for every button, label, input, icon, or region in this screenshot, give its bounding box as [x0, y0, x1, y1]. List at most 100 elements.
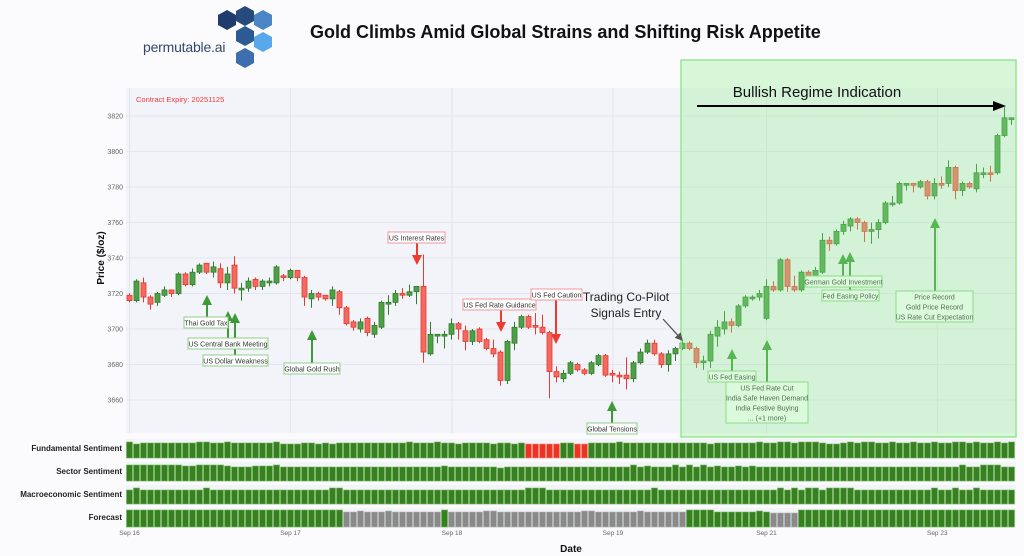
sentiment-bar-positive — [672, 464, 679, 482]
candle-body — [154, 293, 161, 303]
candle-up — [833, 229, 840, 246]
sentiment-bar-positive — [714, 442, 721, 459]
candle-body — [525, 316, 532, 328]
sentiment-bar-positive — [574, 466, 581, 482]
sentiment-bar-positive — [735, 465, 742, 482]
candle-up — [700, 355, 707, 370]
candle-body — [1001, 117, 1008, 136]
sentiment-bar-positive — [833, 443, 840, 459]
sentiment-bar-positive — [140, 489, 147, 505]
candle-down — [553, 366, 560, 383]
candle-body — [728, 321, 735, 326]
sentiment-bar-positive — [322, 509, 329, 528]
candle-down — [854, 217, 861, 230]
candle-down — [497, 350, 504, 386]
sentiment-bar-positive — [812, 487, 819, 505]
candle-body — [294, 270, 301, 278]
sentiment-bar-positive — [847, 466, 854, 482]
candle-body — [448, 323, 455, 335]
sentiment-bar-positive — [889, 466, 896, 482]
candle-body — [217, 268, 224, 284]
sentiment-bar-positive — [812, 441, 819, 459]
sentiment-bar-positive — [483, 466, 490, 482]
sentiment-bar-positive — [896, 509, 903, 528]
sentiment-bar-positive — [371, 489, 378, 505]
candle-down — [420, 254, 427, 363]
candle-body — [182, 273, 189, 286]
candle-down — [399, 288, 406, 299]
candle-body — [427, 333, 434, 355]
candle-body — [602, 355, 609, 376]
candle-up — [644, 339, 651, 354]
candle-body — [581, 369, 588, 374]
sentiment-bar-positive — [490, 466, 497, 482]
sentiment-bar-positive — [497, 442, 504, 459]
candle-body — [658, 353, 665, 365]
row-label-macroeconomic: Macroeconomic Sentiment — [20, 490, 122, 499]
candle-up — [749, 295, 756, 301]
sentiment-bar-positive — [182, 489, 189, 505]
candle-body — [700, 360, 707, 364]
sentiment-bar-neutral — [630, 511, 637, 528]
sentiment-bar-positive — [700, 489, 707, 505]
candle-body — [371, 325, 378, 335]
candle-down — [483, 337, 490, 351]
sentiment-bar-positive — [196, 509, 203, 528]
sentiment-bar-neutral — [539, 511, 546, 528]
sentiment-bar-positive — [812, 509, 819, 528]
sentiment-bar-positive — [994, 489, 1001, 505]
candle-body — [889, 202, 896, 206]
sentiment-bar-positive — [665, 489, 672, 505]
sentiment-bar-positive — [637, 489, 644, 505]
sentiment-bar-positive — [980, 464, 987, 482]
candle-down — [826, 236, 833, 251]
candle-body — [651, 342, 658, 355]
candle-body — [196, 264, 203, 273]
sentiment-bar-positive — [469, 442, 476, 459]
candle-down — [728, 318, 735, 333]
sentiment-bar-positive — [567, 466, 574, 482]
sentiment-bar-positive — [245, 509, 252, 528]
candle-down — [455, 321, 462, 340]
sentiment-bar-negative — [532, 443, 539, 459]
sentiment-bar-neutral — [448, 511, 455, 528]
sentiment-bar-neutral — [350, 511, 357, 528]
logo-hex-icon — [254, 10, 272, 30]
candle-body — [273, 266, 280, 284]
arrow-up-icon — [762, 340, 772, 350]
sentiment-bar-positive — [994, 509, 1001, 528]
sentiment-bar-positive — [441, 489, 448, 505]
sentiment-bar-positive — [616, 466, 623, 482]
sentiment-bar-positive — [497, 467, 504, 482]
sentiment-bar-positive — [980, 442, 987, 459]
candle-down — [952, 165, 959, 200]
candle-body — [238, 287, 245, 291]
sentiment-bar-positive — [203, 464, 210, 482]
sentiment-bar-positive — [259, 442, 266, 459]
candle-up — [672, 346, 679, 361]
sentiment-bar-positive — [735, 511, 742, 528]
sentiment-bar-positive — [812, 466, 819, 482]
sentiment-bar-positive — [966, 442, 973, 459]
sentiment-bar-positive — [763, 466, 770, 482]
sentiment-row-fundamental-sentiment — [126, 439, 1016, 459]
annotation-box — [387, 231, 446, 244]
annotation-text: Gold Price Record — [906, 304, 963, 311]
sentiment-bar-positive — [791, 442, 798, 459]
candle-body — [357, 321, 364, 330]
candle-up — [798, 270, 805, 292]
candle-body — [476, 328, 483, 342]
sentiment-bar-positive — [161, 442, 168, 459]
sentiment-bar-positive — [924, 442, 931, 459]
sentiment-bar-positive — [504, 489, 511, 505]
sentiment-bar-positive — [392, 489, 399, 505]
candle-down — [140, 277, 147, 303]
sentiment-bar-neutral — [490, 510, 497, 528]
sentiment-bar-positive — [350, 489, 357, 505]
sentiment-bar-positive — [504, 442, 511, 459]
sentiment-bar-neutral — [791, 512, 798, 528]
sentiment-bar-positive — [539, 487, 546, 505]
sentiment-bar-neutral — [560, 511, 567, 528]
annotation-box — [530, 288, 583, 301]
x-tick-label: Sep 18 — [442, 530, 463, 537]
